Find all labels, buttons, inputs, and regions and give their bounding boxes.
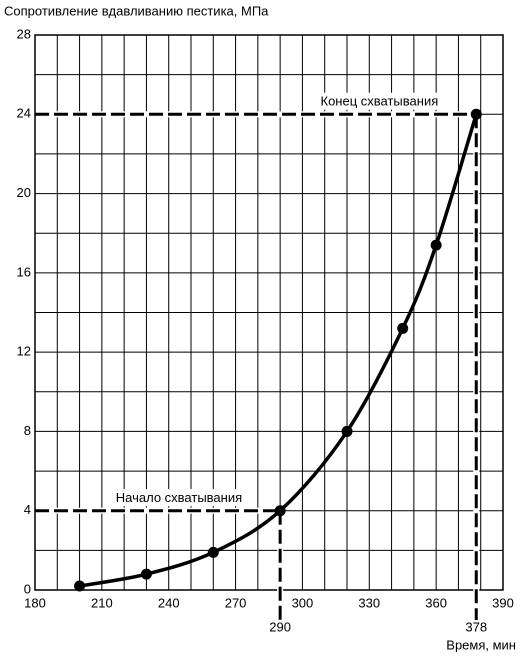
x-tick-label: 210 (91, 595, 113, 610)
marker (274, 505, 286, 517)
x-tick-label: 390 (492, 595, 514, 610)
marker (470, 108, 482, 120)
annotation-bg (277, 510, 284, 620)
y-tick-label: 0 (24, 581, 31, 596)
y-tick-label: 16 (17, 264, 31, 279)
x-tick-label: 240 (158, 595, 180, 610)
annotation-value: 378 (465, 619, 487, 634)
x-tick-label: 270 (225, 595, 247, 610)
y-tick-label: 4 (24, 502, 31, 517)
y-axis-title: Сопротивление вдавливанию пестика, МПа (4, 3, 269, 18)
annotation-text: Начало схватывания (116, 490, 242, 505)
x-tick-label: 180 (24, 595, 46, 610)
annotation-text: Конец схватывания (321, 94, 439, 109)
y-tick-label: 28 (17, 26, 31, 41)
marker (430, 239, 442, 251)
marker (397, 322, 409, 334)
annotation-text-bg (317, 92, 442, 110)
x-tick-label: 300 (292, 595, 314, 610)
y-tick-label: 12 (17, 344, 31, 359)
x-axis-title: Время, мин (446, 637, 516, 652)
marker (207, 546, 219, 558)
annotation-text-bg (112, 489, 246, 507)
marker (341, 425, 353, 437)
annotation-value: 290 (269, 619, 291, 634)
marker (140, 568, 152, 580)
x-tick-label: 330 (358, 595, 380, 610)
y-tick-label: 8 (24, 423, 31, 438)
y-tick-label: 24 (17, 106, 31, 121)
marker (74, 580, 86, 592)
x-tick-label: 360 (425, 595, 447, 610)
y-tick-label: 20 (17, 185, 31, 200)
